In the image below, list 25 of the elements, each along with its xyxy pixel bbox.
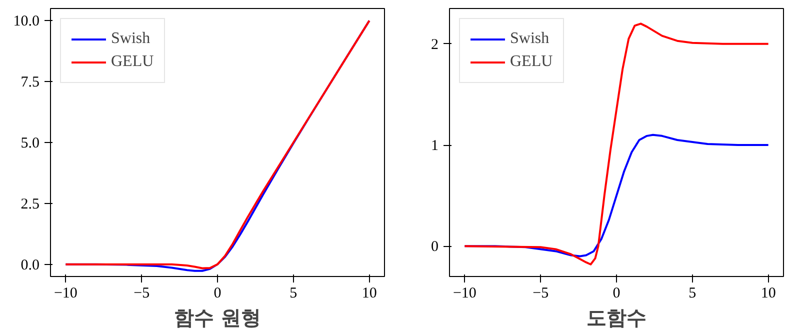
x-tick-label: −5 [134,286,150,302]
y-tick-label: 5.0 [20,136,40,152]
legend-label: GELU [111,53,154,71]
x-tick-label: 5 [290,286,298,302]
legend-label: GELU [510,53,553,71]
x-tick-label: −10 [54,286,78,302]
y-tick-label: 1 [431,138,438,154]
x-tick-label: 10 [362,286,377,302]
y-tick-label: 0.0 [20,257,40,274]
x-tick-label: 10 [760,286,776,302]
x-tick-label: 5 [688,286,696,302]
x-tick-label: 0 [612,286,620,302]
legend-label: Swish [111,30,150,48]
x-tick-label: −5 [532,286,549,302]
y-tick-label: 7.5 [20,74,40,91]
x-axis-title: 함수 원형 [174,306,261,330]
y-tick-label: 0 [431,239,438,256]
x-axis-title: 도함수 [586,306,646,330]
y-tick-label: 10.0 [13,14,40,30]
x-tick-label: −10 [452,286,476,302]
y-tick-label: 2 [431,36,438,53]
legend-label: Swish [510,30,550,48]
y-tick-label: 2.5 [20,196,40,212]
line-series [464,22,770,266]
x-tick-label: 0 [214,286,222,302]
